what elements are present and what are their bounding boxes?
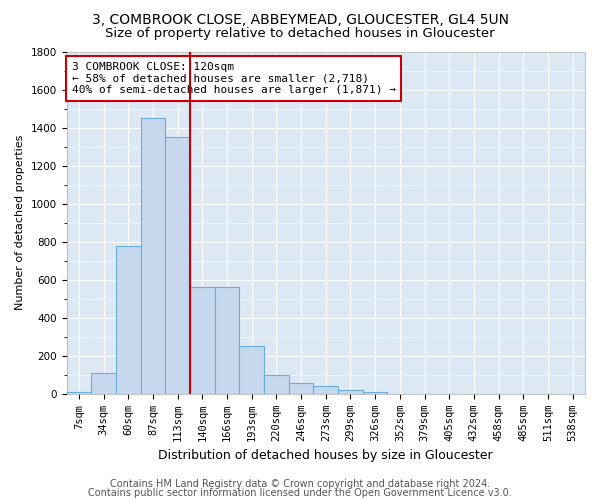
Text: Contains public sector information licensed under the Open Government Licence v3: Contains public sector information licen… — [88, 488, 512, 498]
Bar — [116, 246, 140, 394]
Bar — [140, 118, 165, 394]
Bar — [289, 384, 313, 394]
Bar — [190, 288, 215, 394]
Bar — [363, 392, 388, 394]
Bar — [338, 390, 363, 394]
Bar — [313, 386, 338, 394]
Bar — [264, 375, 289, 394]
Bar — [215, 288, 239, 394]
Y-axis label: Number of detached properties: Number of detached properties — [15, 135, 25, 310]
Text: 3, COMBROOK CLOSE, ABBEYMEAD, GLOUCESTER, GL4 5UN: 3, COMBROOK CLOSE, ABBEYMEAD, GLOUCESTER… — [91, 12, 509, 26]
Bar — [165, 137, 190, 394]
Text: Contains HM Land Registry data © Crown copyright and database right 2024.: Contains HM Land Registry data © Crown c… — [110, 479, 490, 489]
X-axis label: Distribution of detached houses by size in Gloucester: Distribution of detached houses by size … — [158, 450, 493, 462]
Bar — [239, 346, 264, 394]
Text: 3 COMBROOK CLOSE: 120sqm
← 58% of detached houses are smaller (2,718)
40% of sem: 3 COMBROOK CLOSE: 120sqm ← 58% of detach… — [72, 62, 396, 95]
Bar — [67, 392, 91, 394]
Bar — [91, 373, 116, 394]
Text: Size of property relative to detached houses in Gloucester: Size of property relative to detached ho… — [105, 28, 495, 40]
